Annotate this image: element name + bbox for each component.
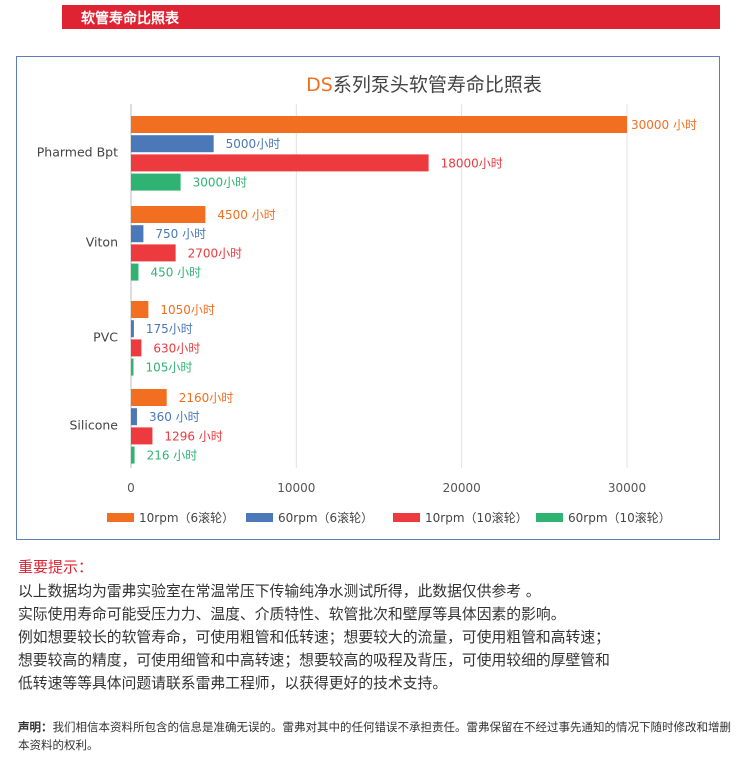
- data-label: 450 小时: [150, 266, 201, 280]
- legend-swatch: [107, 513, 134, 522]
- data-label: 1296 小时: [164, 429, 222, 443]
- bar: [131, 173, 181, 191]
- bar: [131, 206, 206, 223]
- data-label: 18000小时: [441, 156, 503, 170]
- category-label: Silicone: [70, 417, 119, 432]
- legend-label: 10rpm（10滚轮）: [425, 510, 528, 525]
- bar: [131, 225, 144, 243]
- category-label: Pharmed Bpt: [37, 144, 118, 159]
- data-label: 2700小时: [188, 246, 243, 260]
- disclaimer-text: 我们相信本资料所包含的信息是准确无误的。雷弗对其中的任何错误不承担责任。雷弗保留…: [18, 720, 731, 752]
- bar: [131, 339, 142, 357]
- legend-swatch: [536, 513, 563, 522]
- bar: [131, 446, 135, 464]
- bar: [131, 116, 627, 133]
- legend-label: 10rpm（6滚轮）: [139, 510, 234, 525]
- data-label: 750 小时: [155, 227, 206, 241]
- data-label: 105小时: [146, 361, 193, 375]
- disclaimer: 声明：我们相信本资料所包含的信息是准确无误的。雷弗对其中的任何错误不承担责任。雷…: [18, 718, 733, 754]
- data-label: 4500 小时: [217, 208, 275, 222]
- data-label: 1050小时: [160, 303, 215, 317]
- x-tick-label: 10000: [277, 481, 315, 495]
- legend-label: 60rpm（6滚轮）: [278, 510, 373, 525]
- legend-swatch: [393, 513, 420, 522]
- bar: [131, 358, 134, 376]
- bar: [131, 301, 149, 318]
- bar: [131, 320, 134, 338]
- legend-label: 60rpm（10滚轮）: [568, 510, 671, 525]
- bar: [131, 263, 139, 281]
- data-label: 630小时: [153, 341, 200, 355]
- data-label: 3000小时: [193, 176, 248, 190]
- bar: [131, 389, 167, 406]
- bar: [131, 427, 153, 445]
- section-header: 软管寿命比照表: [62, 5, 720, 29]
- category-label: Viton: [86, 234, 118, 249]
- data-label: 216 小时: [147, 449, 198, 463]
- lifetime-bar-chart: DS系列泵头软管寿命比照表 30000 小时 5000小时 18000小时 3000小…: [37, 74, 697, 525]
- tips-title: 重要提示：: [18, 558, 94, 576]
- data-label: 5000小时: [226, 137, 281, 151]
- section-title: 软管寿命比照表: [81, 11, 179, 27]
- bar: [131, 154, 429, 172]
- tips-line: 例如想要较长的软管寿命，可使用粗管和低转速；想要较大的流量，可使用粗管和高转速；: [18, 629, 610, 646]
- x-tick-label: 30000: [608, 481, 646, 495]
- tips-line: 想要较高的精度，可使用细管和中高转速；想要较高的吸程及背压，可使用较细的厚壁管和: [18, 652, 610, 669]
- tips-line: 低转速等等具体问题请联系雷弗工程师，以获得更好的技术支持。: [18, 675, 448, 692]
- category-label: PVC: [93, 329, 118, 344]
- disclaimer-label: 声明：: [18, 720, 53, 734]
- data-label: 2160小时: [179, 391, 234, 405]
- x-tick-label: 0: [127, 481, 135, 495]
- legend-swatch: [246, 513, 273, 522]
- chart-title: DS系列泵头软管寿命比照表: [306, 74, 542, 96]
- bar: [131, 244, 176, 262]
- bar: [131, 135, 214, 153]
- data-label: 175小时: [146, 322, 193, 336]
- tips-body: 以上数据均为雷弗实验室在常温常压下传输纯净水测试所得，此数据仅供参考 。实际使用…: [18, 580, 738, 695]
- data-label: 30000 小时: [631, 118, 697, 132]
- tips-line: 实际使用寿命可能受压力力、温度、介质特性、软管批次和壁厚等具体因素的影响。: [18, 606, 566, 623]
- data-label: 360 小时: [149, 410, 200, 424]
- x-tick-label: 20000: [443, 481, 481, 495]
- chart-frame: [16, 56, 720, 540]
- tips-line: 以上数据均为雷弗实验室在常温常压下传输纯净水测试所得，此数据仅供参考 。: [18, 583, 541, 600]
- chart-title-rest: 系列泵头软管寿命比照表: [333, 74, 542, 96]
- bar: [131, 408, 137, 426]
- chart-title-prefix: DS: [306, 74, 333, 96]
